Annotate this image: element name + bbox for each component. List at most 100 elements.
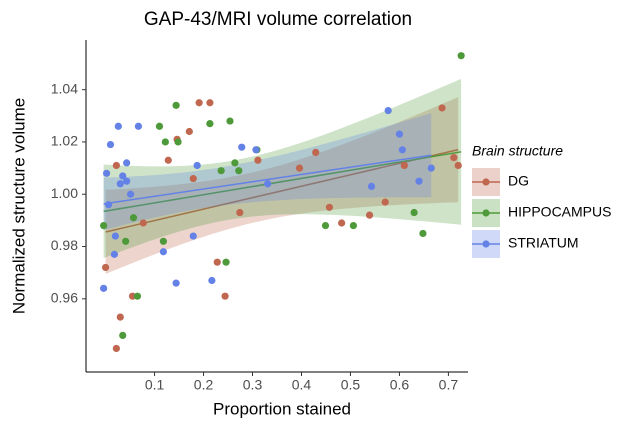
point <box>106 140 115 149</box>
x-tick-label: 0.7 <box>439 377 459 393</box>
point <box>457 52 465 60</box>
point <box>174 138 182 146</box>
point <box>221 292 229 300</box>
points <box>100 52 465 353</box>
point <box>419 229 427 238</box>
point <box>139 219 147 227</box>
point <box>454 161 462 170</box>
legend-point <box>482 209 490 217</box>
y-tick-label: 1.02 <box>51 133 78 149</box>
point <box>365 211 374 219</box>
confidence-band <box>105 97 459 275</box>
point <box>206 120 214 128</box>
chart-title: GAP-43/MRI volume correlation <box>144 9 412 30</box>
point <box>133 292 142 300</box>
point <box>172 101 180 109</box>
fit-line <box>105 148 459 233</box>
point <box>129 214 138 222</box>
point <box>104 201 113 209</box>
y-tick-label: 0.98 <box>51 237 78 253</box>
point <box>119 172 127 180</box>
point <box>208 276 216 285</box>
point <box>349 222 357 230</box>
fit-line <box>103 154 432 205</box>
legend-label: STRIATUM <box>508 235 579 251</box>
x-tick-label: 0.2 <box>194 377 214 393</box>
point <box>111 232 119 240</box>
point <box>112 161 120 170</box>
point <box>185 127 193 136</box>
point <box>238 143 246 151</box>
point <box>427 164 435 172</box>
point <box>112 344 120 353</box>
point <box>235 167 243 175</box>
point <box>116 180 124 188</box>
point <box>172 279 180 287</box>
point <box>195 99 203 107</box>
point <box>206 99 214 107</box>
point <box>155 122 164 130</box>
point <box>101 263 110 272</box>
x-axis-label: Proportion stained <box>213 399 351 418</box>
x-tick-label: 0.4 <box>292 377 312 393</box>
point <box>395 130 404 138</box>
point <box>134 122 143 130</box>
x-tick-label: 0.5 <box>341 377 361 393</box>
legend-title: Brain structure <box>472 143 563 159</box>
point <box>367 182 376 190</box>
point <box>193 161 201 170</box>
point <box>122 237 130 245</box>
point <box>410 208 418 217</box>
point <box>114 122 122 130</box>
point <box>123 159 131 167</box>
point <box>312 148 320 157</box>
fit-line <box>103 151 462 213</box>
point <box>222 258 230 266</box>
legend-point <box>482 178 490 186</box>
legend-label: HIPPOCAMPUS <box>508 204 611 220</box>
point <box>159 248 167 256</box>
y-axis-label: Normalized structure volume <box>9 98 28 314</box>
point <box>254 156 262 164</box>
point <box>264 180 272 188</box>
point <box>159 237 167 245</box>
point <box>102 169 111 177</box>
point <box>213 258 221 266</box>
point <box>295 164 304 172</box>
x-tick-label: 0.3 <box>243 377 263 393</box>
point <box>252 146 260 154</box>
point <box>226 117 234 125</box>
point <box>164 156 172 164</box>
point <box>116 313 124 321</box>
x-tick-label: 0.1 <box>145 377 165 393</box>
point <box>126 190 135 198</box>
point <box>338 219 346 227</box>
y-tick-label: 0.96 <box>51 290 78 306</box>
point <box>400 161 408 170</box>
point <box>217 167 225 175</box>
legend-label: DG <box>508 173 529 189</box>
point <box>381 198 389 206</box>
point <box>236 208 244 217</box>
point <box>231 159 239 167</box>
point <box>321 222 330 230</box>
y-tick-label: 1.04 <box>51 80 78 96</box>
point <box>325 203 334 211</box>
point <box>189 232 197 240</box>
point <box>384 106 392 115</box>
point <box>100 284 108 292</box>
point <box>161 138 169 146</box>
point <box>189 174 197 183</box>
point <box>100 222 108 230</box>
point <box>415 177 423 185</box>
confidence-band <box>103 113 432 231</box>
point <box>123 177 131 185</box>
fits <box>103 78 462 275</box>
x-tick-label: 0.6 <box>390 377 410 393</box>
point <box>398 146 406 154</box>
point <box>438 104 446 112</box>
legend-point <box>482 240 490 248</box>
y-tick-label: 1.00 <box>51 185 78 201</box>
point <box>450 154 458 162</box>
